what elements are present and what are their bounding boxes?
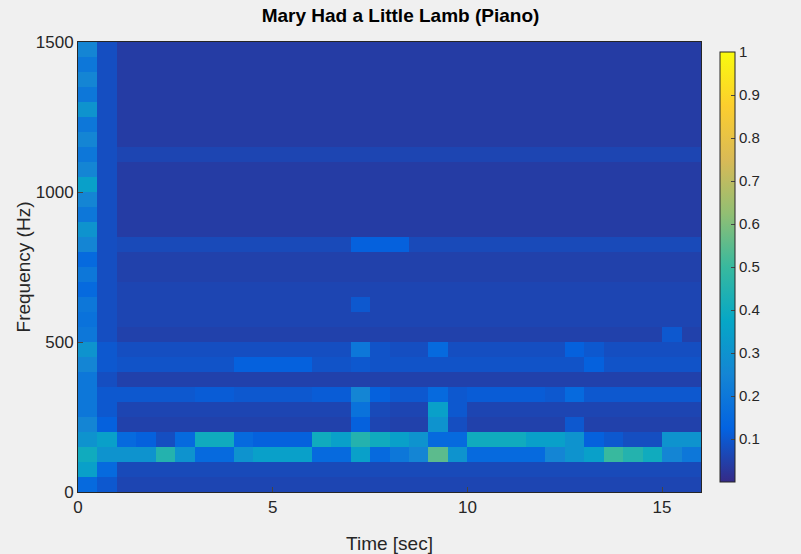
svg-text:1: 1 [739, 43, 747, 60]
svg-text:0.9: 0.9 [739, 86, 760, 103]
svg-text:0.4: 0.4 [739, 301, 760, 318]
svg-text:0.3: 0.3 [739, 344, 760, 361]
svg-text:0.1: 0.1 [739, 430, 760, 447]
svg-text:10: 10 [458, 498, 477, 517]
svg-text:1500: 1500 [36, 33, 74, 52]
svg-text:500: 500 [45, 333, 73, 352]
svg-text:5: 5 [268, 498, 277, 517]
svg-text:Mary Had a Little Lamb (Piano): Mary Had a Little Lamb (Piano) [262, 5, 540, 26]
svg-text:0.5: 0.5 [739, 258, 760, 275]
svg-text:0: 0 [64, 483, 73, 502]
svg-text:0: 0 [73, 498, 82, 517]
svg-text:0.8: 0.8 [739, 129, 760, 146]
svg-text:0.7: 0.7 [739, 172, 760, 189]
svg-text:0.2: 0.2 [739, 387, 760, 404]
svg-text:0.6: 0.6 [739, 215, 760, 232]
svg-text:1000: 1000 [36, 183, 74, 202]
svg-text:Time [sec]: Time [sec] [346, 533, 433, 554]
svg-text:Frequency (Hz): Frequency (Hz) [13, 202, 34, 333]
svg-text:15: 15 [653, 498, 672, 517]
